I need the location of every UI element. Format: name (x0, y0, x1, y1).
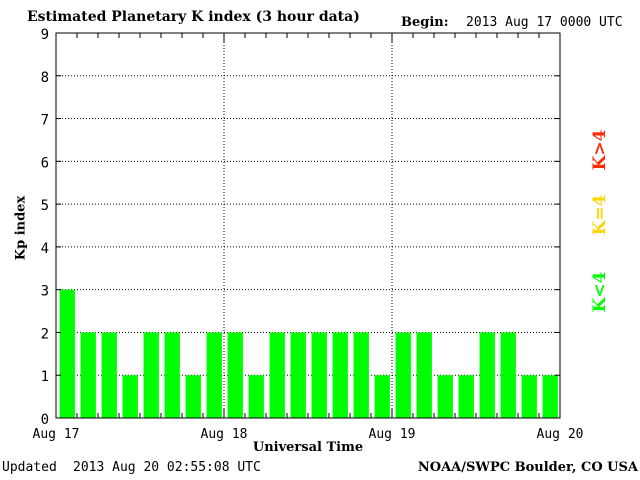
updated-label: Updated (2, 460, 57, 475)
y-tick-label: 6 (41, 155, 49, 171)
y-tick-label: 7 (41, 113, 49, 129)
y-tick-label: 2 (41, 326, 49, 342)
kp-bar (311, 332, 327, 418)
kp-bar (521, 375, 537, 418)
credit-text: NOAA/SWPC Boulder, CO USA (417, 460, 638, 475)
y-tick-label: 3 (41, 284, 49, 300)
bars (59, 289, 558, 418)
kp-bar (437, 375, 453, 418)
y-tick-label: 0 (41, 412, 49, 428)
kp-bar (479, 332, 495, 418)
kp-bar (164, 332, 180, 418)
kp-bar (290, 332, 306, 418)
kp-bar (185, 375, 201, 418)
x-tick-label: Aug 17 (33, 427, 80, 442)
kp-bar (248, 375, 264, 418)
kp-bar (143, 332, 159, 418)
kp-bar (353, 332, 369, 418)
x-tick-label: Aug 20 (537, 427, 584, 442)
x-axis-ticks: Aug 17 Aug 18 Aug 19 Aug 20 (33, 33, 584, 442)
y-tick-label: 1 (41, 369, 49, 385)
legend-k-greater-4: K>4 (590, 129, 610, 171)
y-tick-label: 9 (41, 27, 49, 43)
kp-bar (80, 332, 96, 418)
legend-k-less-4: K<4 (590, 271, 610, 313)
kp-bar (59, 289, 75, 418)
x-tick-label: Aug 19 (369, 427, 416, 442)
kp-bar (374, 375, 390, 418)
grid-lines (56, 33, 560, 418)
chart-title: Estimated Planetary K index (3 hour data… (27, 9, 360, 25)
begin-label: Begin: (401, 15, 449, 30)
kp-bar (500, 332, 516, 418)
kp-bar (458, 375, 474, 418)
kp-bar (101, 332, 117, 418)
x-axis-label: Universal Time (252, 440, 364, 455)
kp-bar (269, 332, 285, 418)
kp-bar (122, 375, 138, 418)
updated-value: 2013 Aug 20 02:55:08 UTC (73, 460, 261, 475)
y-tick-label: 5 (41, 198, 49, 214)
kp-bar (542, 375, 558, 418)
y-axis-ticks: 0 1 2 3 4 5 6 7 8 9 (41, 27, 560, 428)
legend-k-equal-4: K=4 (590, 194, 610, 236)
kp-bar (416, 332, 432, 418)
x-tick-label: Aug 18 (201, 427, 248, 442)
kp-bar (332, 332, 348, 418)
kp-bar (395, 332, 411, 418)
kp-bar (227, 332, 243, 418)
y-axis-label: Kp index (13, 195, 29, 261)
kp-bar (206, 332, 222, 418)
y-tick-label: 8 (41, 70, 49, 86)
begin-value: 2013 Aug 17 0000 UTC (466, 15, 623, 30)
y-tick-label: 4 (41, 241, 49, 257)
